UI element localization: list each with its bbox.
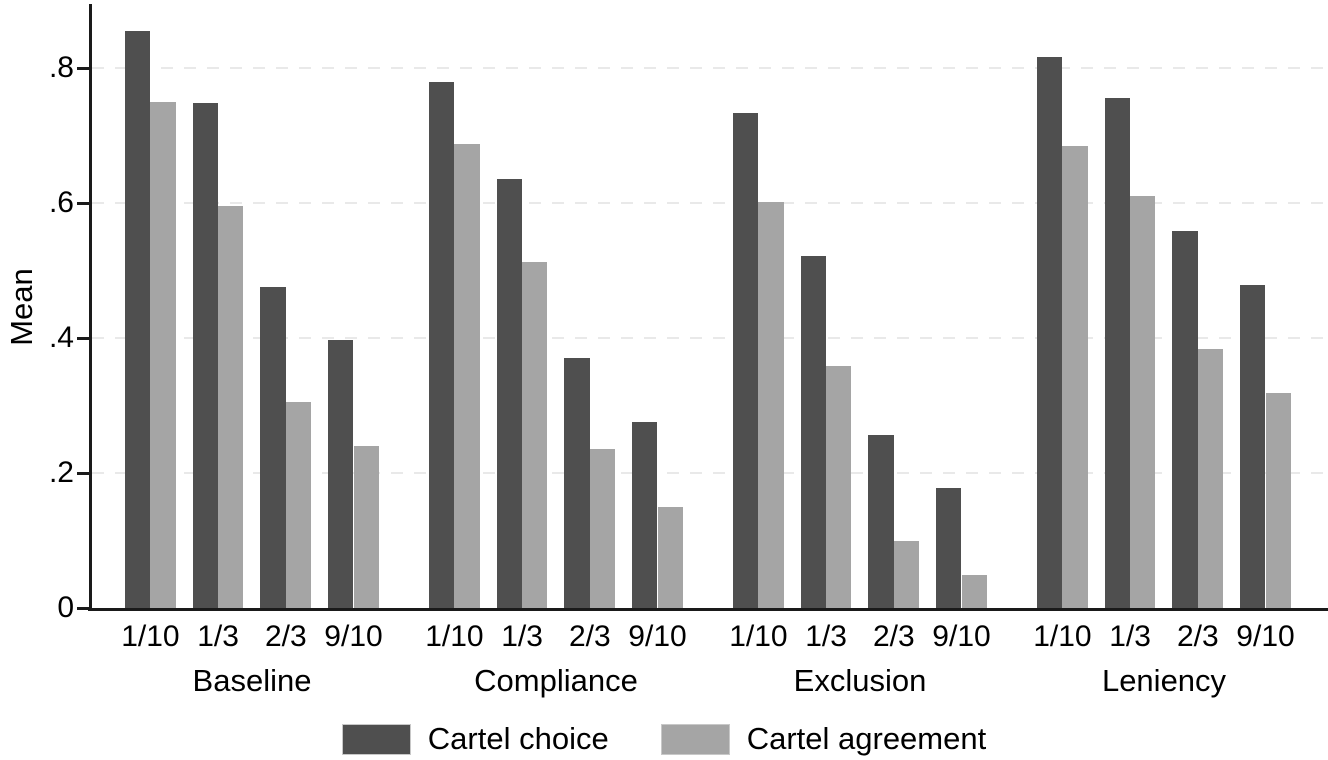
category-tick-label: 2/3 [264,620,307,653]
category-tick-label: 9/10 [932,620,991,653]
bar-cartel-agreement [657,506,683,608]
bar-cartel-agreement [522,262,548,608]
bar-cartel-choice [328,340,354,608]
bar-cartel-choice [1240,284,1266,608]
bar-cartel-choice [800,255,827,608]
bar-cartel-choice [1037,57,1063,608]
legend-label: Cartel agreement [746,721,987,756]
bar-cartel-agreement [454,144,480,608]
category-tick-label: 2/3 [568,620,611,653]
bar-cartel-choice [936,487,962,608]
y-tick-label: .4 [48,321,74,354]
y-tick-label: .8 [48,51,74,84]
legend-swatch-cartel-agreement [660,723,730,755]
category-tick-label: 1/10 [729,620,788,653]
bar-cartel-choice [429,81,455,608]
bar-cartel-choice [632,421,658,608]
group-label: Baseline [192,663,312,698]
legend-item: Cartel agreement [660,721,987,757]
legend-label: Cartel choice [427,721,609,756]
category-tick-label: 9/10 [1236,620,1295,653]
y-axis-line [89,4,92,611]
group-label: Leniency [1101,663,1227,698]
y-tick [77,337,89,340]
y-tick-label: 0 [57,591,74,624]
bar-cartel-agreement [285,402,312,608]
category-tick-label: 1/3 [1109,620,1151,653]
bar-cartel-choice [496,179,523,608]
category-tick-label: 1/3 [197,620,239,653]
bar-cartel-agreement [353,446,379,608]
bar-cartel-choice [868,435,894,608]
bar-cartel-agreement [961,574,987,608]
y-gridline [92,337,1328,339]
y-tick-label: .6 [48,186,74,219]
y-tick [77,202,89,205]
bar-cartel-agreement [218,206,244,608]
bar-cartel-choice [733,113,759,608]
bar-cartel-agreement [1062,146,1088,608]
category-tick-label: 1/3 [805,620,847,653]
category-tick-label: 1/3 [501,620,543,653]
bar-cartel-choice [192,103,219,608]
bar-cartel-choice [260,287,286,608]
bar-cartel-agreement [826,366,852,608]
category-tick-label: 1/10 [425,620,484,653]
category-tick-label: 1/10 [121,620,180,653]
bar-cartel-agreement [589,448,616,608]
group-label: Exclusion [793,663,927,698]
y-tick-label: .2 [48,456,74,489]
y-gridline [92,202,1328,204]
category-tick-label: 9/10 [324,620,383,653]
x-axis-line [88,608,1328,611]
legend-swatch-cartel-choice [341,723,411,755]
y-tick [77,67,89,70]
y-gridline [92,67,1328,69]
bar-cartel-agreement [893,540,920,608]
bar-cartel-agreement [1265,393,1291,608]
bar-cartel-agreement [1197,349,1224,608]
y-gridline [92,472,1328,474]
bar-cartel-choice [1104,97,1131,608]
bar-cartel-agreement [1130,195,1156,608]
category-tick-label: 2/3 [1176,620,1219,653]
legend: Cartel choice Cartel agreement [0,721,1328,757]
category-tick-label: 1/10 [1033,620,1092,653]
y-tick [77,607,89,610]
y-tick [77,472,89,475]
bar-cartel-agreement [150,101,176,608]
legend-item: Cartel choice [341,721,609,757]
bar-cartel-choice [564,358,590,608]
bar-cartel-choice [125,30,151,608]
group-label: Compliance [474,663,638,698]
category-tick-label: 2/3 [872,620,915,653]
category-tick-label: 9/10 [628,620,687,653]
bar-cartel-agreement [758,202,784,608]
bar-cartel-choice [1172,230,1198,608]
